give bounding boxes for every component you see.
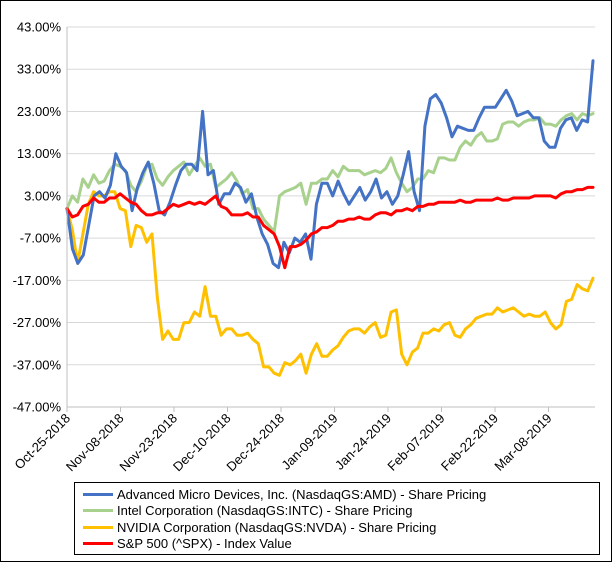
x-axis-ticks: Oct-25-2018Nov-08-2018Nov-23-2018Dec-10-… xyxy=(11,407,555,475)
y-tick-label: 43.00% xyxy=(17,20,62,35)
legend-swatch-spx xyxy=(83,542,113,546)
y-tick-label: 23.00% xyxy=(17,104,62,119)
legend-label-intc: Intel Corporation (NasdaqGS:INTC) - Shar… xyxy=(117,503,413,519)
y-tick-label: -7.00% xyxy=(20,231,62,246)
legend-swatch-intc xyxy=(83,509,113,513)
x-tick-label: Mar-08-2019 xyxy=(491,411,554,474)
y-tick-label: 13.00% xyxy=(17,146,62,161)
legend-swatch-amd xyxy=(83,492,113,496)
y-tick-label: -37.00% xyxy=(13,357,62,372)
legend-item-amd: Advanced Micro Devices, Inc. (NasdaqGS:A… xyxy=(83,486,599,503)
legend: Advanced Micro Devices, Inc. (NasdaqGS:A… xyxy=(74,482,600,555)
series-lines xyxy=(65,59,595,377)
legend-label-spx: S&P 500 (^SPX) - Index Value xyxy=(117,536,292,552)
y-tick-label: 33.00% xyxy=(17,62,62,77)
legend-label-nvda: NVIDIA Corporation (NasdaqGS:NVDA) - Sha… xyxy=(117,519,437,535)
series-line-intc xyxy=(65,112,595,234)
y-tick-label: -17.00% xyxy=(13,273,62,288)
x-tick-label: Dec-24-2018 xyxy=(223,411,287,475)
legend-item-intc: Intel Corporation (NasdaqGS:INTC) - Shar… xyxy=(83,503,599,520)
y-tick-label: -47.00% xyxy=(13,400,62,415)
series-line-amd xyxy=(65,59,595,270)
legend-item-spx: S&P 500 (^SPX) - Index Value xyxy=(83,536,599,553)
series-line-spx xyxy=(65,185,595,270)
x-tick-label: Jan-09-2019 xyxy=(278,411,340,473)
legend-item-nvda: NVIDIA Corporation (NasdaqGS:NVDA) - Sha… xyxy=(83,519,599,536)
y-tick-label: 3.00% xyxy=(24,188,61,203)
axis-lines xyxy=(66,27,595,408)
legend-swatch-nvda xyxy=(83,525,113,529)
series-line-nvda xyxy=(65,190,595,377)
y-tick-label: -27.00% xyxy=(13,315,62,330)
y-axis-ticks: 43.00% 33.00% 23.00% 13.00% 3.00% -7.00% -17.0… xyxy=(13,20,62,415)
legend-label-amd: Advanced Micro Devices, Inc. (NasdaqGS:A… xyxy=(117,486,487,502)
